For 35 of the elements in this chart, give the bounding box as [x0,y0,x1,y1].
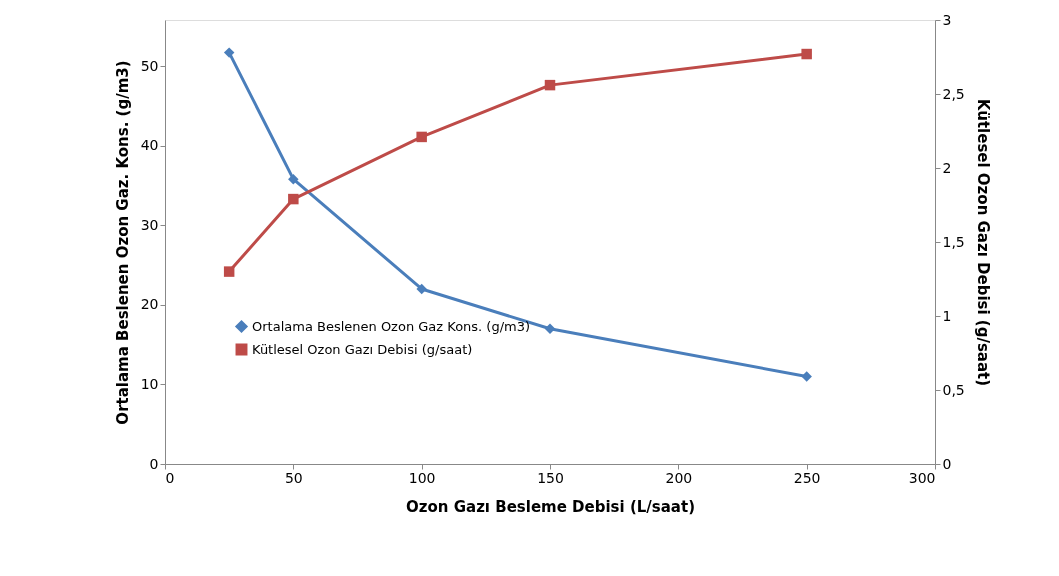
x-tick-label: 0 [165,469,175,486]
y2-tick-label: 3 [942,11,952,28]
x-axis-title: Ozon Gazı Besleme Debisi (L/saat) [406,497,695,516]
y-tick-label: 40 [140,137,159,154]
point [416,131,427,143]
point [801,371,812,382]
x-tick-label: 200 [665,469,693,486]
point [544,323,556,334]
x-tick-label: 50 [284,469,303,486]
y2-axis-title: Kütlesel Ozon Gazı Debisi (g/saat) [973,98,992,387]
y-tick-label: 20 [140,296,159,313]
y-tick-label: 0 [149,455,159,472]
legend-label: Kütlesel Ozon Gazı Debisi (g/saat) [252,341,473,357]
point [288,173,299,185]
point [801,48,812,60]
x-tick-label: 150 [537,469,564,486]
y2-tick-label: 2 [942,159,952,176]
y2-tick-label: 0,5 [942,381,965,398]
y-axis-title: Ortalama Beslenen Ozon Gaz. Kons. (g/m3) [113,60,132,425]
x-tick-label: 300 [908,469,936,486]
y-tick-label: 10 [140,375,159,392]
point [544,79,556,91]
y-tick-label: 30 [140,216,159,233]
point [288,193,299,205]
y2-tick-label: 1,5 [942,233,965,250]
y2-tick-label: 1 [942,307,952,324]
point [223,47,235,58]
y2-tick-label: 0 [942,455,952,472]
y-tick-label: 50 [140,57,159,74]
x-tick-label: 100 [408,469,436,486]
y2-tick-label: 2,5 [942,85,965,102]
x-tick-label: 250 [793,469,821,486]
point [223,266,235,277]
legend-label: Ortalama Beslenen Ozon Gaz Kons. (g/m3) [252,318,531,334]
point [416,283,427,295]
